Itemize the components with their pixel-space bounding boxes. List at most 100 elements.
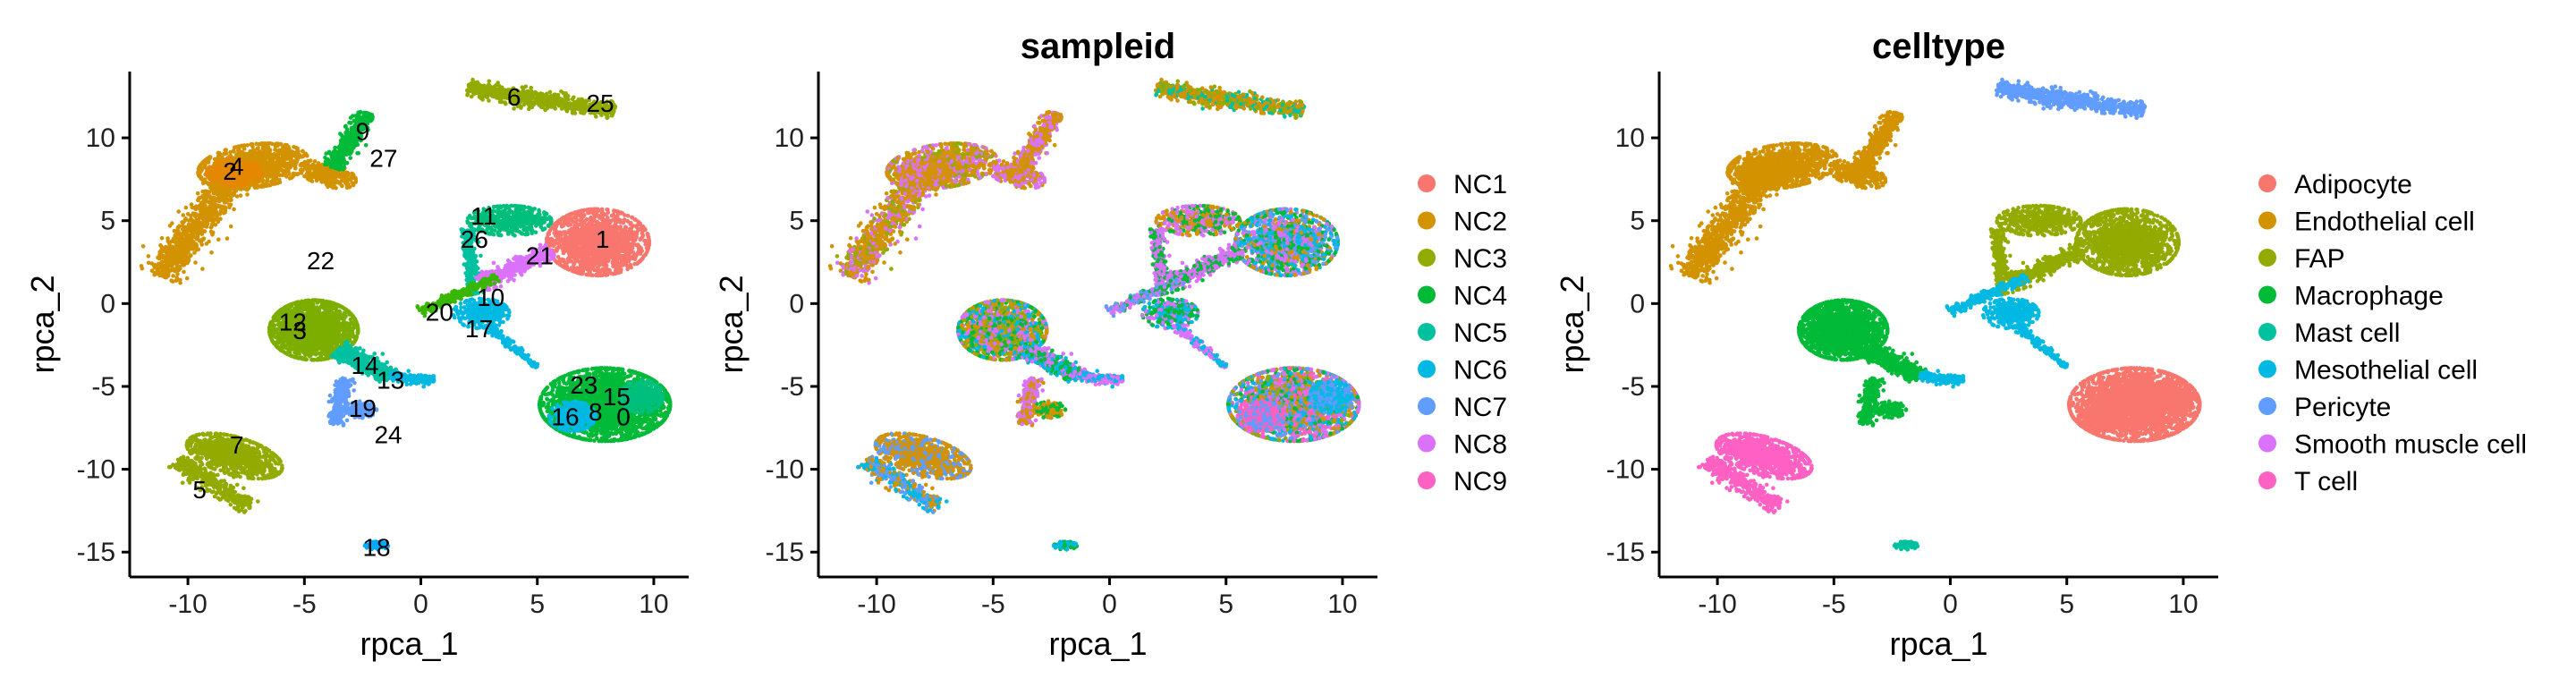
cell-point — [347, 185, 352, 190]
cell-point — [176, 231, 181, 235]
cell-point — [169, 278, 174, 283]
cell-point — [174, 256, 178, 260]
cell-point — [348, 147, 352, 151]
cell-point — [260, 170, 265, 174]
cell-point — [203, 189, 208, 193]
cell-point — [165, 259, 169, 264]
cell-point — [275, 181, 280, 185]
cell-point — [342, 165, 346, 169]
cell-point — [247, 152, 251, 157]
cell-point — [288, 158, 292, 163]
cell-point — [255, 183, 259, 188]
cell-point — [199, 240, 204, 244]
cell-point — [362, 113, 367, 117]
cell-point — [300, 164, 304, 168]
cell-point — [196, 223, 200, 227]
cell-point — [354, 180, 359, 184]
cell-point — [212, 209, 216, 214]
cell-point — [216, 204, 221, 208]
cell-point — [177, 238, 182, 242]
cell-point — [245, 182, 250, 187]
cell-point — [197, 174, 201, 178]
cell-point — [268, 174, 273, 179]
cell-point — [181, 254, 185, 259]
cell-point — [152, 273, 157, 277]
cell-point — [197, 196, 201, 200]
cell-point — [278, 142, 283, 147]
cell-point — [165, 253, 169, 258]
cell-point — [196, 191, 200, 196]
cell-point — [227, 203, 232, 208]
cell-point — [222, 152, 226, 157]
cell-point — [289, 175, 293, 180]
cell-point — [266, 166, 270, 171]
cell-point — [191, 224, 195, 228]
cell-point — [300, 171, 304, 175]
cell-point — [370, 113, 375, 117]
cell-point — [293, 166, 298, 171]
cell-point — [203, 217, 208, 222]
cell-point — [182, 270, 186, 275]
cell-point — [225, 236, 230, 241]
cell-point — [197, 231, 201, 235]
cell-point — [182, 248, 186, 252]
cell-point — [283, 170, 287, 174]
cell-point — [200, 194, 205, 199]
cell-point — [206, 182, 210, 186]
cell-point — [348, 156, 352, 160]
cell-point — [179, 242, 183, 247]
cell-point — [169, 261, 174, 266]
cell-point — [276, 160, 281, 165]
cell-point — [174, 252, 178, 257]
cell-point — [265, 180, 269, 184]
cell-point — [323, 156, 327, 160]
cell-point — [325, 179, 329, 183]
cell-point — [211, 213, 216, 217]
cell-point — [303, 152, 308, 157]
cell-point — [333, 146, 337, 150]
cell-point — [274, 141, 278, 146]
cell-point — [283, 165, 287, 169]
cell-point — [311, 173, 316, 177]
cell-point — [283, 157, 287, 161]
cell-point — [284, 143, 288, 148]
cell-point — [141, 244, 146, 249]
cell-point — [191, 206, 195, 210]
cell-point — [207, 156, 211, 160]
cell-point — [208, 213, 212, 217]
cell-point — [262, 148, 267, 153]
cell-point — [274, 156, 278, 160]
cell-point — [347, 172, 352, 176]
cell-point — [307, 167, 311, 172]
cell-point — [208, 169, 213, 174]
cell-point — [261, 184, 266, 189]
cell-point — [244, 176, 249, 181]
cell-point — [184, 206, 189, 210]
cell-point — [185, 276, 190, 281]
cell-point — [201, 208, 206, 213]
cell-point — [184, 251, 189, 256]
cell-point — [335, 171, 340, 175]
cell-point — [170, 221, 174, 225]
cell-point — [181, 224, 185, 228]
cell-point — [150, 261, 155, 266]
cell-point — [337, 148, 342, 153]
cell-point — [182, 213, 186, 217]
cell-point — [322, 172, 326, 176]
cell-point — [182, 238, 187, 242]
cell-point — [328, 184, 333, 189]
cell-point — [191, 245, 195, 250]
cell-point — [186, 212, 191, 216]
cell-point — [312, 167, 317, 172]
cell-point — [194, 204, 199, 208]
cell-point — [245, 164, 250, 168]
cell-point — [239, 193, 243, 198]
cell-point — [264, 155, 268, 159]
cell-point — [309, 158, 313, 163]
cell-point — [209, 250, 214, 255]
cell-point — [216, 156, 220, 160]
cell-point — [182, 263, 186, 267]
cell-point — [272, 169, 276, 174]
cell-point — [195, 237, 199, 242]
cell-point — [188, 253, 192, 258]
